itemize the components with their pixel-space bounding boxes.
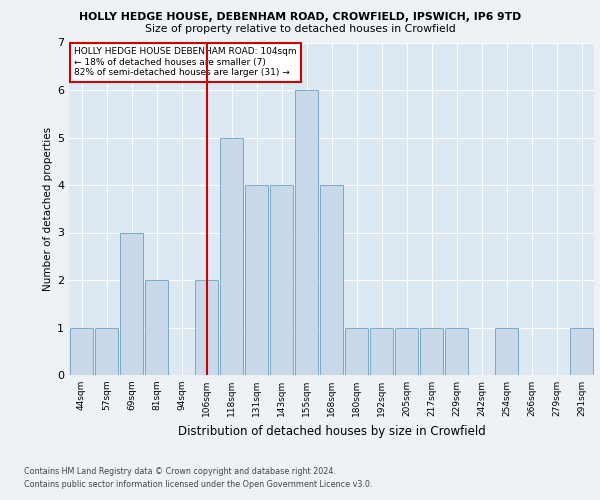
Bar [370, 328, 393, 375]
Bar [420, 328, 443, 375]
Bar [245, 185, 268, 375]
Text: Contains public sector information licensed under the Open Government Licence v3: Contains public sector information licen… [24, 480, 373, 489]
Bar [445, 328, 468, 375]
Bar [570, 328, 593, 375]
Bar [95, 328, 118, 375]
Bar [270, 185, 293, 375]
Bar [320, 185, 343, 375]
Text: Contains HM Land Registry data © Crown copyright and database right 2024.: Contains HM Land Registry data © Crown c… [24, 467, 336, 476]
Bar [495, 328, 518, 375]
Bar [145, 280, 168, 375]
Bar [120, 232, 143, 375]
Text: HOLLY HEDGE HOUSE, DEBENHAM ROAD, CROWFIELD, IPSWICH, IP6 9TD: HOLLY HEDGE HOUSE, DEBENHAM ROAD, CROWFI… [79, 12, 521, 22]
Bar [195, 280, 218, 375]
X-axis label: Distribution of detached houses by size in Crowfield: Distribution of detached houses by size … [178, 424, 485, 438]
Bar [345, 328, 368, 375]
Bar [295, 90, 318, 375]
Bar [395, 328, 418, 375]
Text: Size of property relative to detached houses in Crowfield: Size of property relative to detached ho… [145, 24, 455, 34]
Bar [70, 328, 93, 375]
Text: HOLLY HEDGE HOUSE DEBENHAM ROAD: 104sqm
← 18% of detached houses are smaller (7): HOLLY HEDGE HOUSE DEBENHAM ROAD: 104sqm … [74, 48, 297, 78]
Y-axis label: Number of detached properties: Number of detached properties [43, 126, 53, 291]
Bar [220, 138, 243, 375]
